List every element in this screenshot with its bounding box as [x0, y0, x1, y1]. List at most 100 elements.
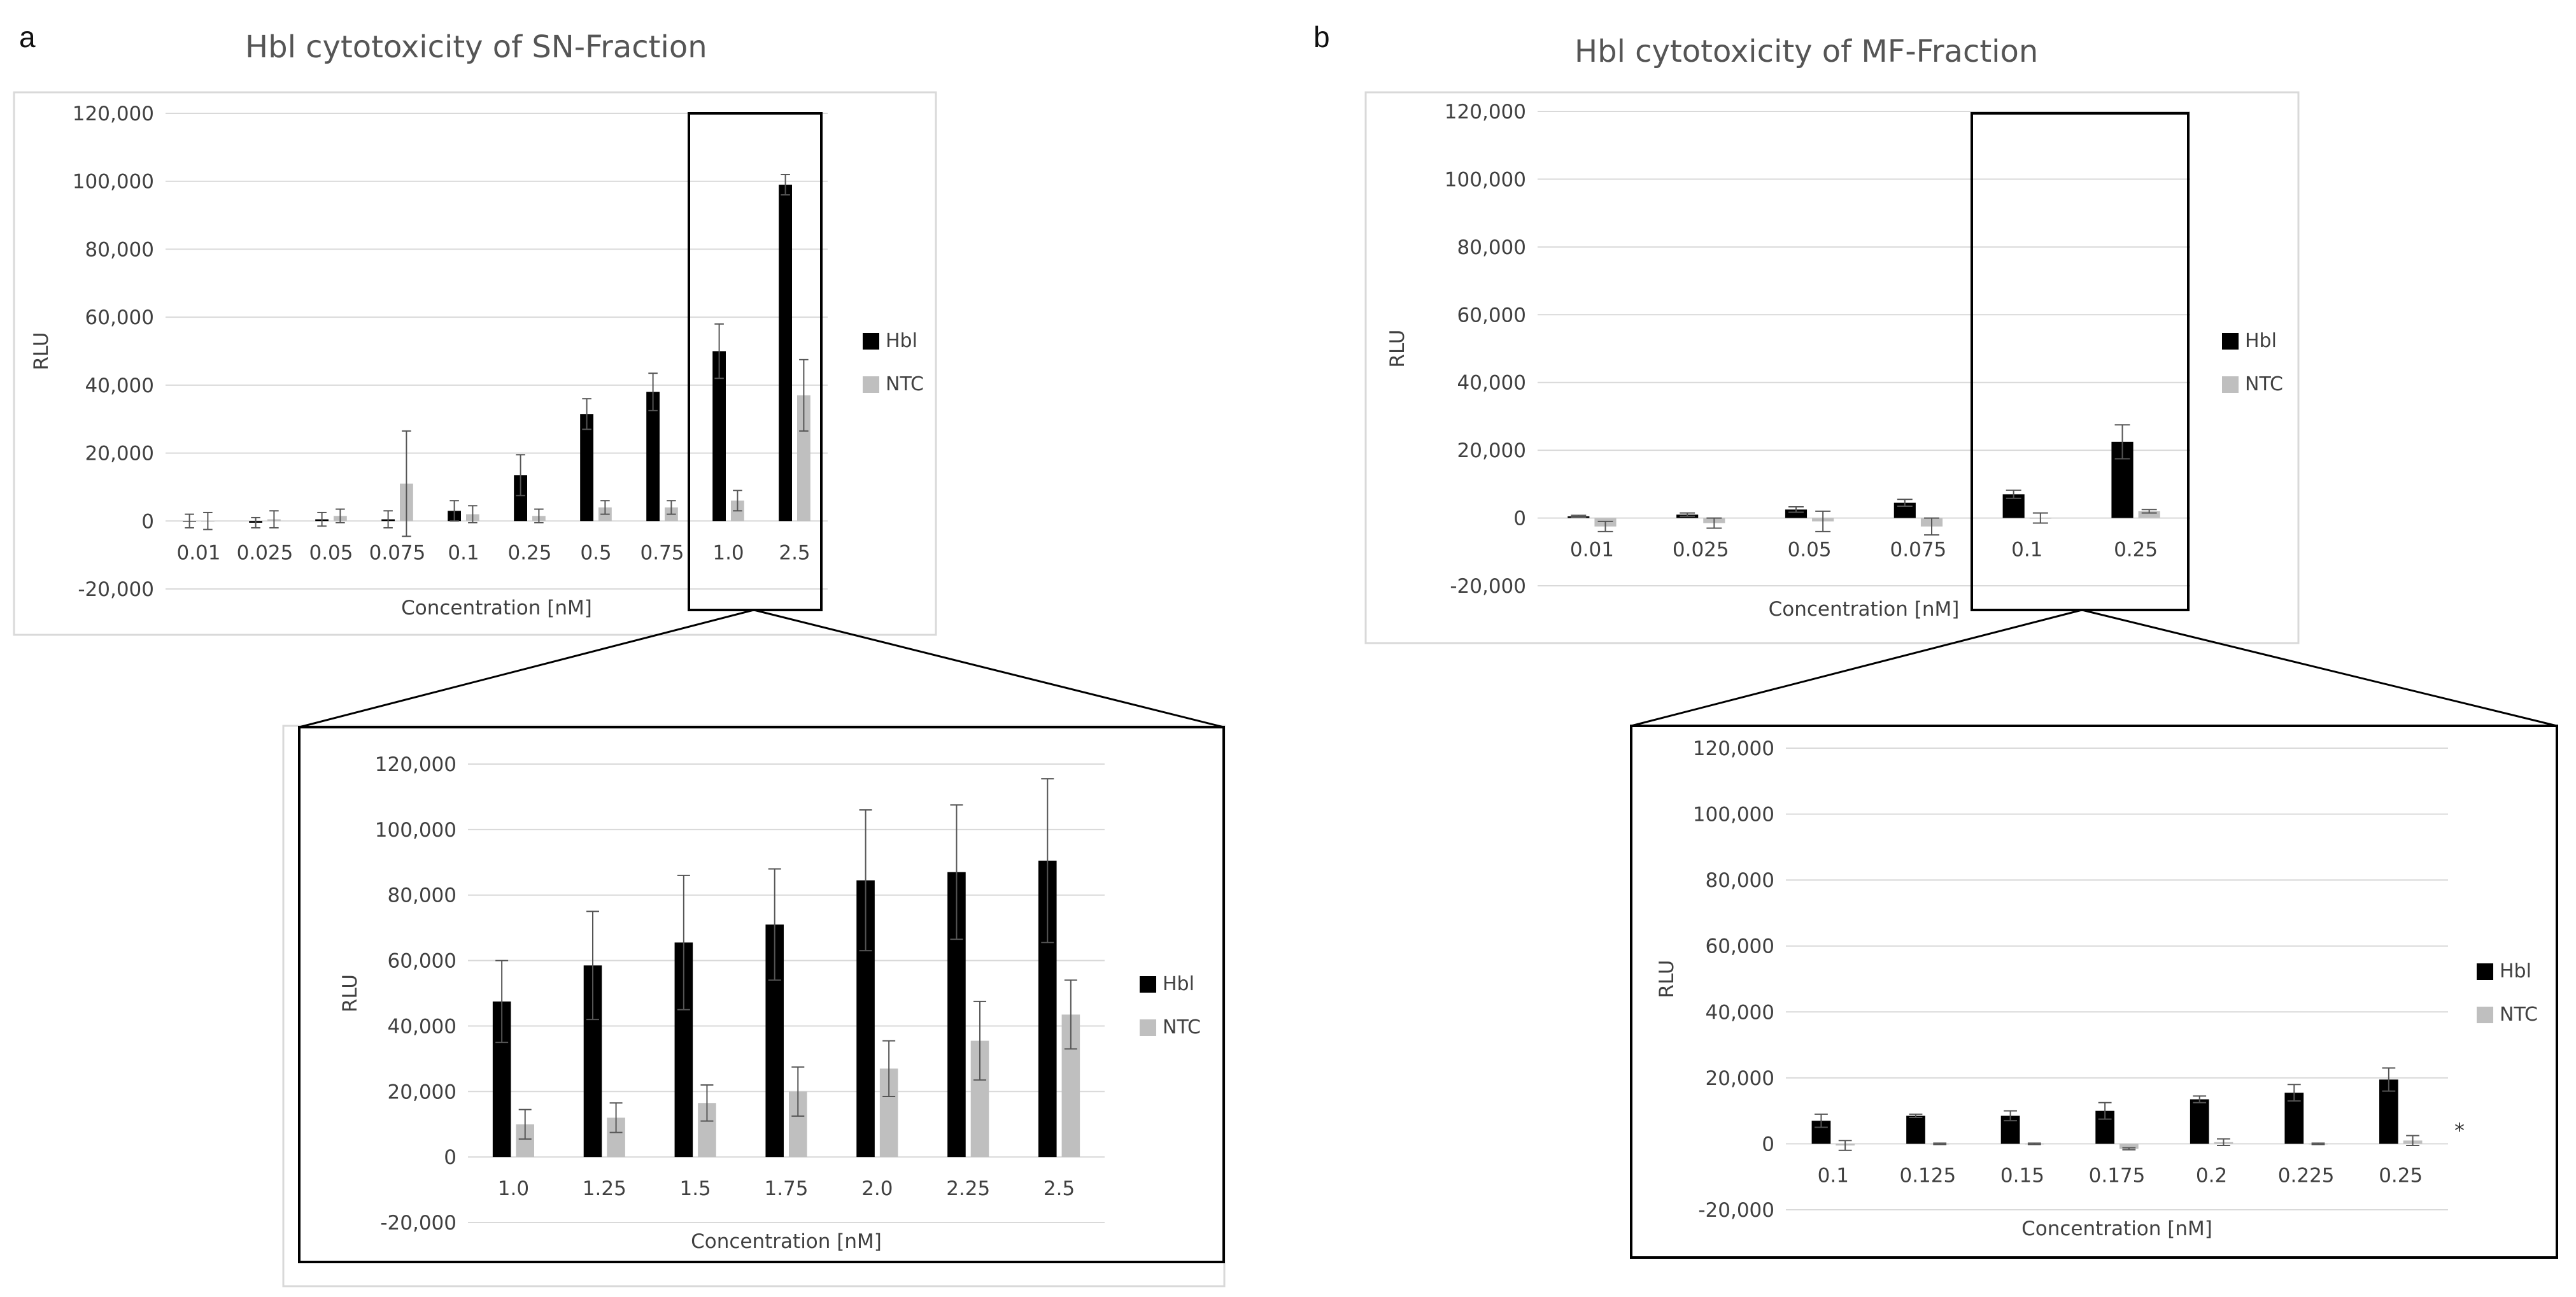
mf-zoom-connector-left — [1631, 609, 2083, 727]
sn-main-bar-hbl — [646, 392, 660, 521]
sn-main-frame — [13, 91, 937, 636]
mf-zoom-ytick-label: 40,000 — [1706, 1001, 1774, 1024]
sn-main-x-axis-label: Concentration [nM] — [401, 597, 592, 620]
mf-zoom-ytick-label: 0 — [1762, 1133, 1774, 1156]
sn-main-ytick-label: 40,000 — [85, 374, 154, 397]
mf-main-legend-label-hbl: Hbl — [2245, 330, 2277, 352]
sn-main-ytick-label: 60,000 — [85, 306, 154, 329]
sn-main-y-axis-label: RLU — [30, 332, 53, 371]
mf-zoom-annotation: * — [2454, 1118, 2465, 1142]
mf-main-xtick-label: 0.075 — [1890, 539, 1947, 562]
sn-main-legend-label-ntc: NTC — [886, 373, 924, 395]
mf-zoom-y-axis-label: RLU — [1655, 960, 1678, 998]
mf-zoom-ytick-label: 60,000 — [1706, 935, 1774, 958]
sn-zoom-connector-right — [753, 609, 1224, 728]
mf-zoom-xtick-label: 0.225 — [2278, 1164, 2335, 1187]
mf-zoom-legend-label-hbl: Hbl — [2500, 960, 2531, 982]
sn-zoom-xtick-label: 2.5 — [1044, 1177, 1075, 1200]
sn-main-ytick-label: -20,000 — [78, 578, 154, 601]
sn-zoom-xtick-label: 1.0 — [498, 1177, 529, 1200]
mf-main-x-axis-label: Concentration [nM] — [1769, 598, 1960, 621]
mf-zoom-xtick-label: 0.15 — [2000, 1164, 2044, 1187]
mf-zoom-legend-swatch-ntc — [2477, 1007, 2493, 1023]
panel-letter-b: b — [1313, 20, 1330, 53]
sn-zoom-xtick-label: 1.5 — [679, 1177, 711, 1200]
sn-zoom-legend-swatch-hbl — [1140, 976, 1156, 993]
mf-highlight-box — [1971, 112, 2190, 611]
sn-zoom-legend-label-ntc: NTC — [1163, 1016, 1201, 1038]
mf-main-bar-ntc — [2138, 511, 2160, 518]
sn-zoom-ytick-label: 60,000 — [388, 950, 456, 973]
sn-zoom-xtick-label: 1.25 — [583, 1177, 626, 1200]
sn-zoom-ytick-label: 20,000 — [388, 1081, 456, 1103]
mf-zoom-connector-right — [2081, 609, 2558, 727]
sn-main-xtick-label: 0.1 — [448, 541, 479, 564]
sn-zoom-xtick-label: 2.25 — [946, 1177, 990, 1200]
mf-main-legend-swatch-ntc — [2222, 376, 2239, 393]
sn-main-xtick-label: 1.0 — [712, 541, 744, 564]
sn-zoom-x-axis-label: Concentration [nM] — [691, 1230, 882, 1253]
mf-main-xtick-label: 0.025 — [1673, 539, 1729, 562]
sn-main-ytick-label: 20,000 — [85, 443, 154, 465]
sn-main-xtick-label: 0.025 — [237, 541, 294, 564]
mf-main-ytick-label: 100,000 — [1445, 168, 1526, 191]
sn-zoom-ytick-label: 0 — [444, 1146, 456, 1169]
sn-main-ytick-label: 0 — [141, 510, 154, 533]
sn-main-xtick-label: 0.75 — [640, 541, 684, 564]
sn-main-xtick-label: 0.075 — [369, 541, 426, 564]
sn-main-bar-hbl — [779, 185, 792, 521]
mf-main-y-axis-label: RLU — [1386, 330, 1409, 368]
mf-zoom-ytick-label: 100,000 — [1693, 804, 1774, 826]
mf-zoom-xtick-label: 0.175 — [2089, 1164, 2146, 1187]
mf-main-ytick-label: 0 — [1513, 507, 1526, 530]
mf-zoom-xtick-label: 0.125 — [1899, 1164, 1956, 1187]
mf-zoom-bar-hbl — [1906, 1116, 1925, 1144]
sn-zoom-ytick-label: 40,000 — [388, 1015, 456, 1038]
sn-main-ytick-label: 80,000 — [85, 238, 154, 261]
mf-main-ytick-label: 40,000 — [1457, 372, 1526, 395]
mf-main-ytick-label: 60,000 — [1457, 304, 1526, 327]
sn-zoom-legend-swatch-ntc — [1140, 1019, 1156, 1036]
mf-main-xtick-label: 0.1 — [2011, 539, 2042, 562]
mf-zoom-bar-ntc — [2120, 1144, 2139, 1149]
sn-zoom-ytick-label: 100,000 — [375, 819, 456, 842]
mf-main-xtick-label: 0.01 — [1570, 539, 1614, 562]
mf-zoom-bar-hbl — [2190, 1099, 2209, 1144]
panel-title-b: Hbl cytotoxicity of MF-Fraction — [1575, 34, 2038, 69]
sn-main-xtick-label: 0.01 — [176, 541, 220, 564]
sn-main-ytick-label: 120,000 — [73, 103, 154, 125]
mf-main-legend-swatch-hbl — [2222, 333, 2239, 350]
sn-zoom-ytick-label: -20,000 — [380, 1212, 456, 1235]
mf-main-ytick-label: 20,000 — [1457, 439, 1526, 462]
mf-main-ytick-label: 80,000 — [1457, 236, 1526, 259]
sn-zoom-xtick-label: 2.0 — [861, 1177, 893, 1200]
mf-zoom-xtick-label: 0.25 — [2379, 1164, 2423, 1187]
sn-main-xtick-label: 2.5 — [779, 541, 810, 564]
sn-highlight-box — [688, 112, 823, 611]
mf-main-ytick-label: 120,000 — [1445, 101, 1526, 124]
mf-zoom-x-axis-label: Concentration [nM] — [2021, 1217, 2212, 1240]
sn-zoom-y-axis-label: RLU — [339, 974, 362, 1012]
panel-letter-a: a — [19, 20, 36, 53]
sn-main-bar-hbl — [514, 475, 527, 521]
sn-main-bar-hbl — [580, 414, 593, 521]
chart-mf-fraction: -20,000 0 20,000 40,000 60,000 80,000 100,000 1… — [1386, 101, 2283, 621]
mf-zoom-ytick-label: 20,000 — [1706, 1067, 1774, 1090]
sn-main-legend-swatch-hbl — [863, 333, 879, 350]
mf-main-xtick-label: 0.25 — [2114, 539, 2158, 562]
mf-zoom-legend-label-ntc: NTC — [2500, 1003, 2538, 1026]
mf-main-frame — [1364, 91, 2300, 644]
sn-main-bar-ntc — [797, 395, 810, 521]
sn-zoom-box — [298, 726, 1225, 1263]
sn-main-xtick-label: 0.05 — [309, 541, 353, 564]
mf-zoom-xtick-label: 0.1 — [1818, 1164, 1849, 1187]
sn-zoom-ytick-label: 120,000 — [375, 753, 456, 776]
mf-zoom-ytick-label: 120,000 — [1693, 737, 1774, 760]
mf-zoom-ytick-label: 80,000 — [1706, 869, 1774, 892]
mf-zoom-box — [1630, 725, 2558, 1259]
sn-main-bar-hbl — [712, 351, 726, 521]
chart-sn-fraction-zoom: -20,000 0 20,000 40,000 60,000 80,000 100,000 1… — [339, 753, 1201, 1253]
sn-main-xtick-label: 0.5 — [580, 541, 611, 564]
mf-zoom-ytick-label: -20,000 — [1698, 1199, 1774, 1222]
sn-main-ytick-label: 100,000 — [73, 171, 154, 194]
